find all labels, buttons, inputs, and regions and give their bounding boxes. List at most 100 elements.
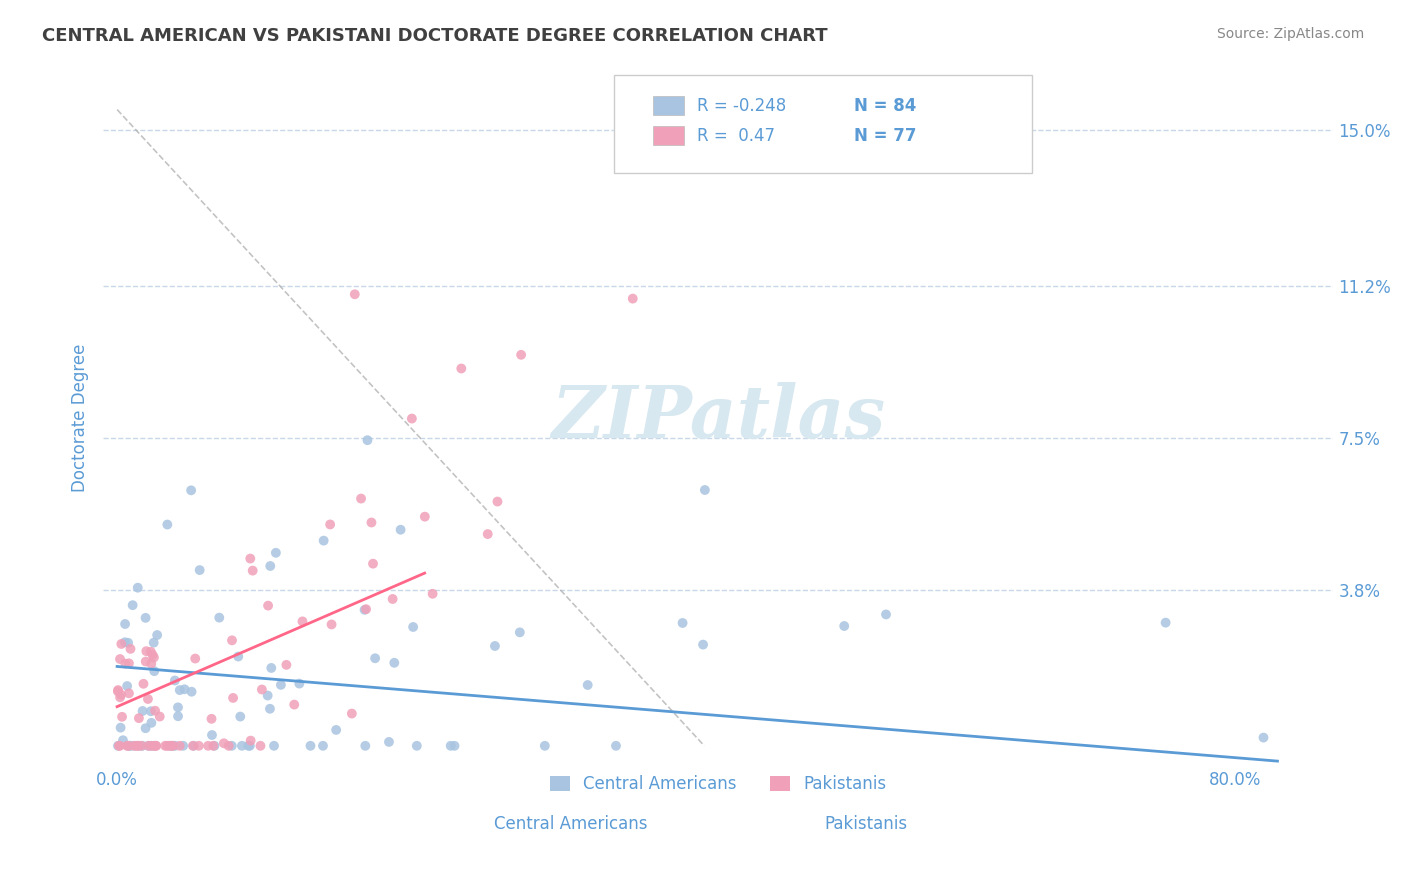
Point xyxy=(131,704,153,718)
Point xyxy=(143,739,166,753)
Point xyxy=(1253,731,1275,745)
Point xyxy=(576,678,599,692)
Text: Pakistanis: Pakistanis xyxy=(824,815,907,833)
Point xyxy=(108,652,131,666)
Point xyxy=(141,657,163,671)
Y-axis label: Doctorate Degree: Doctorate Degree xyxy=(72,343,89,491)
Point xyxy=(832,619,855,633)
Point xyxy=(401,411,423,425)
Point xyxy=(350,491,373,506)
Point xyxy=(283,698,305,712)
Point xyxy=(162,739,184,753)
Point xyxy=(693,483,716,497)
Text: R =  0.47: R = 0.47 xyxy=(697,127,775,145)
Point xyxy=(226,649,249,664)
Point xyxy=(138,739,160,753)
Point xyxy=(221,739,243,753)
Legend: Central Americans, Pakistanis: Central Americans, Pakistanis xyxy=(543,769,893,800)
Point xyxy=(114,635,136,649)
Point xyxy=(188,563,211,577)
Point xyxy=(288,676,311,690)
Point xyxy=(146,628,169,642)
Point xyxy=(354,602,377,616)
Point xyxy=(131,739,153,753)
Point xyxy=(141,648,163,662)
Point xyxy=(413,509,436,524)
Point xyxy=(389,523,412,537)
Point xyxy=(381,591,404,606)
Point xyxy=(142,635,165,649)
Point xyxy=(120,739,142,753)
Text: Central Americans: Central Americans xyxy=(494,815,647,833)
Point xyxy=(356,433,378,447)
Point xyxy=(450,361,472,376)
Point xyxy=(250,682,273,697)
Point xyxy=(671,615,693,630)
Point xyxy=(510,348,533,362)
Point xyxy=(208,610,231,624)
Point xyxy=(249,739,271,753)
Point xyxy=(145,739,167,753)
Point xyxy=(115,679,138,693)
Point xyxy=(118,657,141,671)
Point xyxy=(343,287,366,301)
Point xyxy=(167,700,190,714)
Point xyxy=(231,739,253,753)
Point xyxy=(141,715,163,730)
Point xyxy=(325,723,347,737)
Point xyxy=(141,739,163,753)
Point xyxy=(118,739,141,753)
Text: CENTRAL AMERICAN VS PAKISTANI DOCTORATE DEGREE CORRELATION CHART: CENTRAL AMERICAN VS PAKISTANI DOCTORATE … xyxy=(42,27,828,45)
Point xyxy=(153,739,176,753)
Point xyxy=(135,721,157,735)
Point xyxy=(200,712,222,726)
Point xyxy=(321,617,343,632)
Point xyxy=(135,655,157,669)
Point xyxy=(443,739,465,753)
Point xyxy=(121,598,143,612)
Point xyxy=(139,645,162,659)
Point xyxy=(291,615,314,629)
Point xyxy=(184,651,207,665)
Point xyxy=(180,483,202,498)
Point xyxy=(183,739,205,753)
Point xyxy=(222,690,245,705)
Point xyxy=(156,739,179,753)
Point xyxy=(124,739,146,753)
Point xyxy=(117,739,139,753)
Point xyxy=(118,686,141,700)
Point xyxy=(132,677,155,691)
Point xyxy=(256,689,278,703)
Point xyxy=(107,739,129,753)
Point xyxy=(114,657,136,671)
Point xyxy=(319,517,342,532)
Point xyxy=(169,739,191,753)
Point xyxy=(111,733,134,747)
Point xyxy=(169,683,191,698)
Point xyxy=(165,739,187,753)
Point xyxy=(242,564,264,578)
Point xyxy=(259,702,281,716)
Text: Source: ZipAtlas.com: Source: ZipAtlas.com xyxy=(1216,27,1364,41)
Point xyxy=(107,683,129,698)
Point xyxy=(145,739,167,753)
Point xyxy=(138,739,160,753)
Point xyxy=(172,739,194,753)
Point xyxy=(143,704,166,718)
Point xyxy=(405,739,427,753)
Point xyxy=(218,739,240,753)
Point xyxy=(128,739,150,753)
Point xyxy=(120,641,142,656)
Point xyxy=(221,633,243,648)
Point xyxy=(1154,615,1177,630)
Point xyxy=(135,611,157,625)
Point xyxy=(159,739,181,753)
Point xyxy=(382,656,405,670)
Point xyxy=(364,651,387,665)
Point xyxy=(692,638,714,652)
Point xyxy=(605,739,627,753)
Point xyxy=(312,739,335,753)
Point xyxy=(173,682,195,697)
Point xyxy=(127,581,149,595)
Point xyxy=(440,739,463,753)
